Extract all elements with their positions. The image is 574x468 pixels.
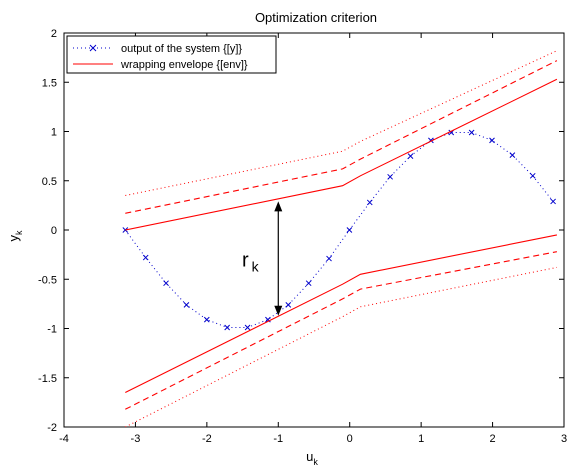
y-axis-label-sub: k [14,230,24,235]
output-point [285,302,292,308]
series-solid-line-lower [125,234,558,393]
series-dashed-line-upper [125,60,558,214]
output-point [203,316,210,323]
output-point [387,173,393,180]
output-point [346,227,353,233]
legend: output of the system {[y]} wrapping enve… [66,35,277,74]
y-tick-label: 1.5 [42,77,57,89]
x-tick-label: -2 [202,433,212,445]
legend-box [66,35,277,74]
rk-label-sub: k [252,259,260,275]
y-tick-label: 0 [51,225,57,237]
output-point [244,324,251,331]
x-tick-label: -4 [59,433,69,445]
output-point [265,316,271,323]
y-tick-label: -1.5 [38,373,57,385]
legend-label-envelope: wrapping envelope {[env]} [120,59,248,71]
output-point [224,324,231,331]
rk-arrow-head-bottom [274,305,283,316]
output-point [366,199,373,206]
output-point [407,153,414,159]
x-tick-label: 1 [418,433,424,445]
y-tick-label: 2 [51,28,57,40]
x-axis-label-main: u [306,449,313,464]
output-point [489,137,495,144]
x-tick-label: 0 [347,433,353,445]
output-point [468,129,475,136]
x-axis-label-sub: k [313,457,318,467]
ticks: -4 -3 -2 -1 0 1 2 3 -2 -1.5 -1 -0.5 0 0.5 1 1.5 2 [38,28,567,445]
y-axis-label: yk [6,230,24,242]
x-tick-label: 3 [561,433,567,445]
output-point [509,152,516,158]
series-dashed-line-lower [125,251,558,410]
y-tick-label: 0.5 [42,176,57,188]
series-solid-line-upper [125,78,558,231]
output-point [550,198,556,205]
rk-arrow-head-top [274,201,283,212]
x-tick-label: 2 [490,433,496,445]
x-tick-label: -1 [273,433,283,445]
rk-label-main: r [242,250,249,272]
series-dotted-line-lower [125,266,557,427]
y-tick-label: -1 [47,324,57,336]
output-point [142,254,149,261]
output-point [305,280,312,287]
output-point [326,255,332,262]
y-tick-label: -0.5 [38,274,57,286]
legend-marker-output [89,44,97,52]
series-group [122,50,558,427]
y-tick-label: 1 [51,127,57,139]
legend-label-output: output of the system {[y]} [121,43,242,55]
chart-title: Optimization criterion [255,10,377,25]
output-point [163,280,169,287]
x-axis-label: uk [306,449,318,467]
output-point [183,302,190,308]
output-point [529,172,536,179]
x-tick-label: -3 [131,433,141,445]
y-axis-label-main: y [6,235,21,242]
y-tick-label: -2 [47,422,57,434]
